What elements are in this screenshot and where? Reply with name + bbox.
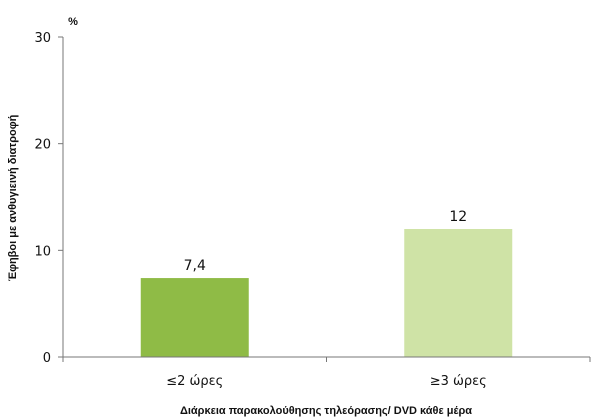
y-tick-label: 30: [34, 31, 51, 46]
y-axis-ticks: 0 10 20 30: [34, 31, 63, 366]
data-labels: 7,4 12: [184, 209, 468, 274]
y-tick-label: 20: [34, 138, 51, 153]
y-tick-label: 10: [34, 244, 51, 259]
y-tick-label: 0: [43, 351, 51, 366]
category-labels: ≤2 ώρες ≥3 ώρες: [166, 374, 487, 389]
x-axis-ticks: [62, 357, 591, 362]
x-axis-title: Διάρκεια παρακολούθησης τηλεόρασης/ DVD …: [180, 405, 472, 417]
bars: [140, 229, 513, 357]
category-label: ≥3 ώρες: [430, 374, 487, 389]
y-axis-title: Έφηβοι με ανθυγιεινή διατροφή: [7, 114, 19, 281]
bar: [140, 278, 249, 357]
bar: [404, 229, 513, 357]
bar-value-label: 7,4: [184, 258, 206, 274]
category-label: ≤2 ώρες: [166, 374, 223, 389]
y-unit-label: %: [68, 16, 78, 28]
bar-value-label: 12: [449, 209, 467, 225]
